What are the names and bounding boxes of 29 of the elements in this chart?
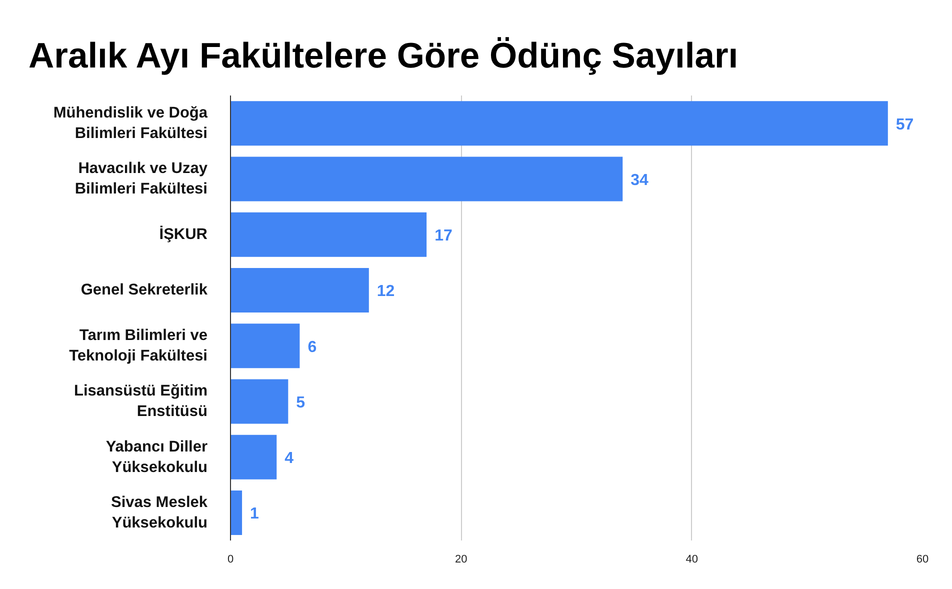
bar (230, 101, 888, 146)
data-label: 34 (630, 172, 649, 189)
data-label: 12 (376, 283, 395, 300)
y-tick-label: Mühendislik ve Doğa Bilimleri Fakültesi (53, 104, 208, 142)
data-label: 6 (308, 338, 317, 356)
x-tick-label: 60 (916, 554, 929, 566)
bar (230, 434, 277, 480)
data-label: 5 (296, 394, 306, 412)
chart-title: Aralık Ayı Fakültelere Göre Ödünç Sayıları (28, 36, 738, 76)
y-tick-label: Yabancı Diller Yüksekokulu (106, 438, 208, 476)
data-label: 57 (896, 116, 914, 134)
bar (230, 490, 242, 535)
y-tick-label: Lisansüstü Eğitim Enstitüsü (74, 382, 208, 420)
y-tick-label: İŞKUR (159, 225, 208, 244)
data-label: 17 (434, 228, 452, 245)
data-label: 1 (250, 506, 260, 523)
y-tick-label: Tarım Bilimleri ve Teknoloji Fakültesi (69, 327, 208, 365)
bar (230, 379, 288, 424)
y-tick-label: Havacılık ve Uzay Bilimleri Fakültesi (74, 160, 208, 198)
x-tick-label: 20 (455, 554, 468, 566)
data-label: 4 (284, 450, 294, 468)
bar (230, 324, 300, 368)
y-tick-label: Genel Sekreterlik (80, 282, 208, 299)
bar (230, 212, 427, 257)
bar (230, 156, 623, 202)
bar (230, 268, 369, 312)
y-tick-label: Sivas Meslek Yüksekokulu (110, 494, 208, 532)
x-tick-label: 0 (227, 554, 234, 566)
x-tick-label: 40 (686, 554, 698, 566)
